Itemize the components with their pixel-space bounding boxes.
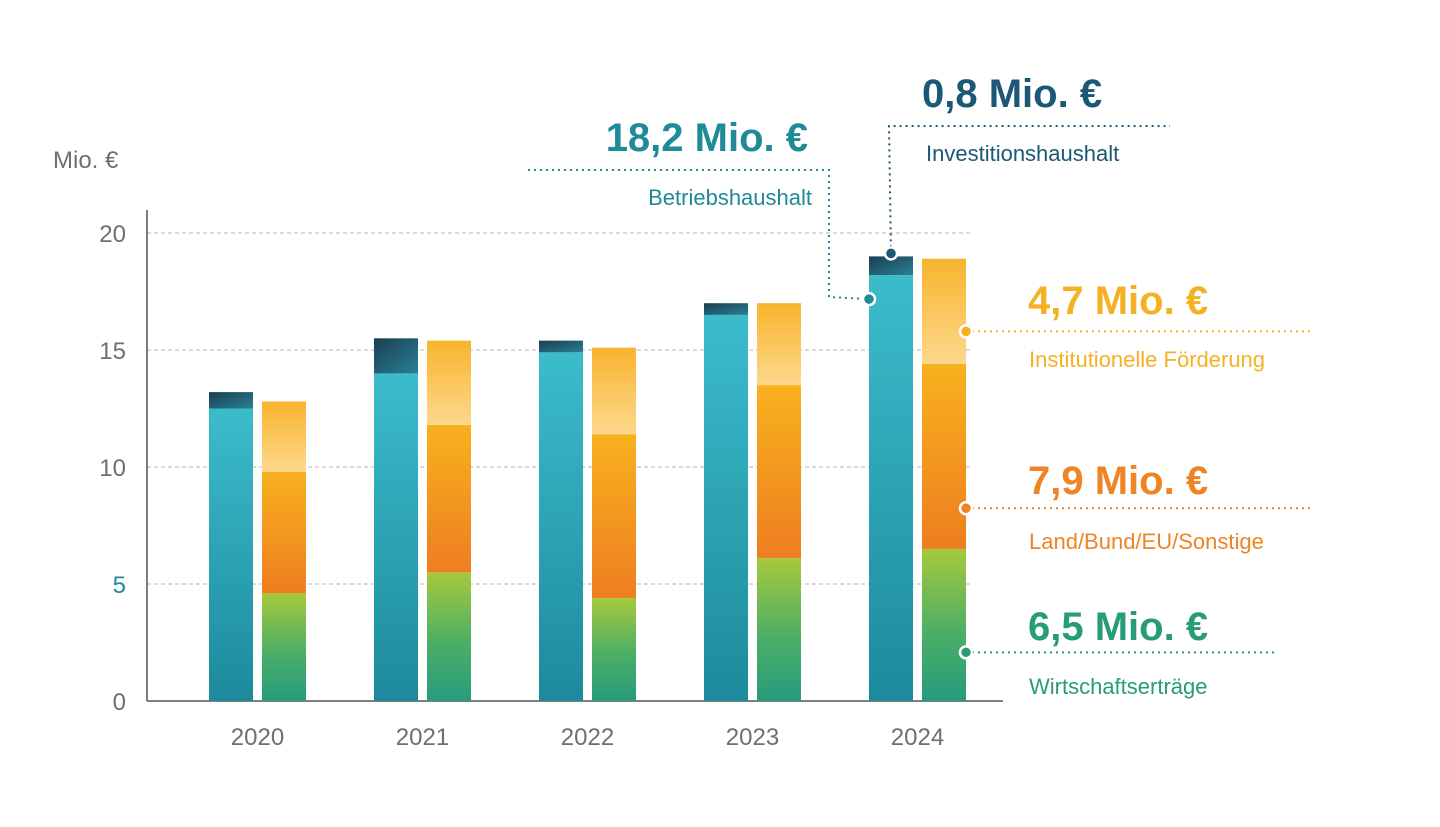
- bar-wirtschaftsertraege-2020: [262, 593, 306, 701]
- bar-betriebshaushalt-2024: [869, 275, 913, 701]
- betriebshaushalt-label: Betriebshaushalt: [648, 185, 812, 210]
- bar-betriebshaushalt-2022: [539, 352, 583, 701]
- investitionshaushalt-dot: [883, 246, 899, 261]
- betriebshaushalt-leader-line: [528, 169, 870, 301]
- x-tick-label: 2021: [396, 724, 449, 751]
- betriebshaushalt-value: 18,2 Mio. €: [606, 116, 808, 160]
- bar-institutionelle-foerderung-2024: [922, 258, 966, 365]
- y-tick-label: 5: [113, 572, 126, 599]
- wirtschaftsertraege-dot: [958, 645, 974, 660]
- bar-institutionelle-foerderung-2023: [757, 303, 801, 386]
- bar-investitionshaushalt-2021: [374, 338, 418, 374]
- grid-lines: [147, 232, 972, 585]
- bar-wirtschaftsertraege-2024: [922, 548, 966, 701]
- bar-land-bund-eu-sonstige-2022: [592, 434, 636, 599]
- x-tick-label: 2020: [231, 724, 284, 751]
- y-axis-title: Mio. €: [53, 147, 119, 174]
- bar-betriebshaushalt-2021: [374, 373, 418, 701]
- bar-institutionelle-foerderung-2021: [427, 340, 471, 425]
- bar-land-bund-eu-sonstige-2021: [427, 424, 471, 573]
- bar-institutionelle-foerderung-2020: [262, 401, 306, 472]
- bar-wirtschaftsertraege-2022: [592, 598, 636, 701]
- bar-investitionshaushalt-2023: [704, 303, 748, 315]
- x-tick-label: 2022: [561, 724, 614, 751]
- y-tick-label: 0: [113, 689, 126, 716]
- bar-land-bund-eu-sonstige-2024: [922, 364, 966, 549]
- institutionelle-foerderung-label: Institutionelle Förderung: [1029, 347, 1265, 372]
- institutionelle-foerderung-dot: [958, 324, 974, 339]
- bar-betriebshaushalt-2023: [704, 314, 748, 701]
- y-tick-label: 15: [99, 338, 126, 365]
- investitionshaushalt-label: Investitionshaushalt: [926, 141, 1119, 166]
- land-bund-eu-sonstige-label: Land/Bund/EU/Sonstige: [1029, 529, 1264, 554]
- annotations: 18,2 Mio. € Betriebshaushalt 0,8 Mio. € Inv…: [528, 72, 1312, 699]
- bar-institutionelle-foerderung-2022: [592, 347, 636, 435]
- wirtschaftsertraege-label: Wirtschaftserträge: [1029, 674, 1208, 699]
- betriebshaushalt-dot: [861, 291, 877, 307]
- wirtschaftsertraege-value: 6,5 Mio. €: [1028, 605, 1208, 649]
- y-tick-label: 10: [99, 455, 126, 482]
- bars: [209, 256, 966, 701]
- y-tick-label: 20: [99, 221, 126, 248]
- bar-betriebshaushalt-2020: [209, 408, 253, 701]
- bar-investitionshaushalt-2024: [869, 256, 913, 276]
- investitionshaushalt-leader-line: [887, 125, 1170, 254]
- bar-investitionshaushalt-2022: [539, 340, 583, 353]
- investitionshaushalt-value: 0,8 Mio. €: [922, 72, 1102, 116]
- x-tick-label: 2024: [891, 724, 944, 751]
- bar-investitionshaushalt-2020: [209, 392, 253, 409]
- bar-wirtschaftsertraege-2021: [427, 572, 471, 701]
- institutionelle-foerderung-value: 4,7 Mio. €: [1028, 279, 1208, 323]
- land-bund-eu-sonstige-dot: [958, 500, 974, 516]
- bar-land-bund-eu-sonstige-2020: [262, 471, 306, 594]
- land-bund-eu-sonstige-value: 7,9 Mio. €: [1028, 459, 1208, 503]
- bar-wirtschaftsertraege-2023: [757, 558, 801, 701]
- bar-land-bund-eu-sonstige-2023: [757, 385, 801, 559]
- x-tick-label: 2023: [726, 724, 779, 751]
